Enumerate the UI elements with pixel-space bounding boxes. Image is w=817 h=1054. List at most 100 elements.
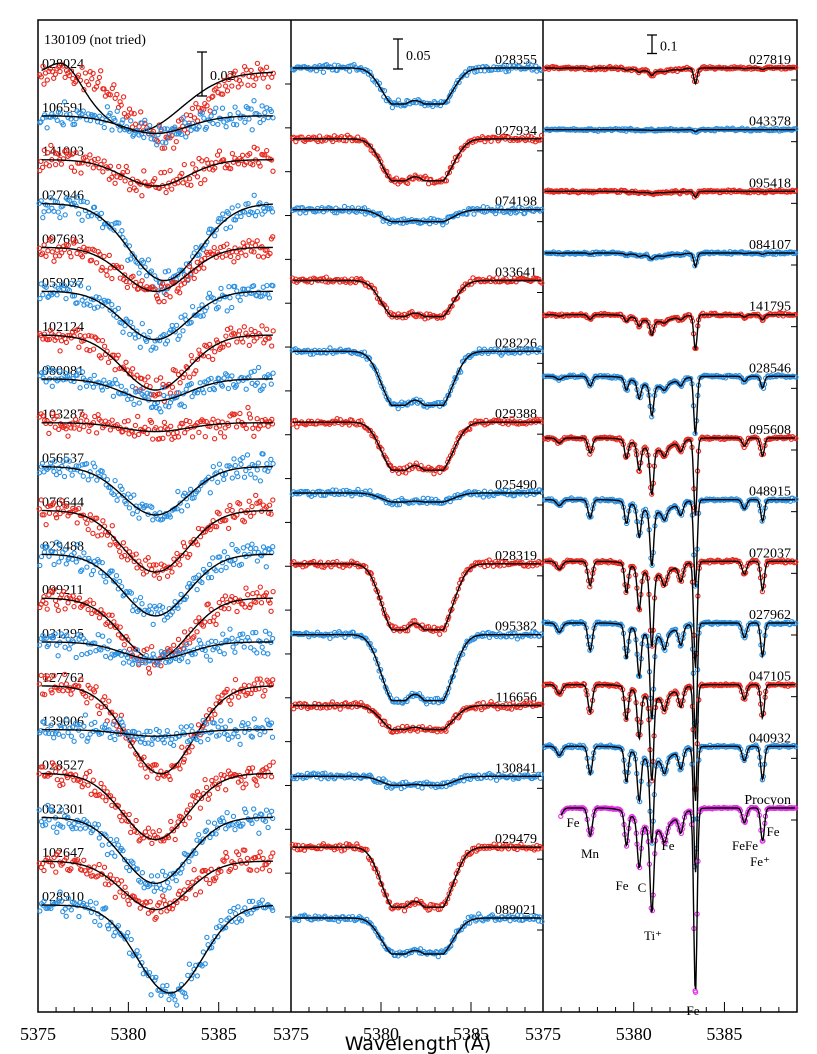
data-point	[240, 339, 246, 345]
spectrum-080081: 080081	[37, 364, 291, 415]
data-point	[122, 322, 128, 329]
data-point	[38, 74, 44, 80]
data-point	[111, 82, 117, 88]
data-point	[175, 636, 182, 643]
data-point	[270, 70, 276, 76]
data-point	[114, 174, 120, 180]
data-point	[259, 211, 265, 217]
data-point	[178, 591, 184, 598]
data-point	[250, 590, 256, 597]
data-point	[197, 261, 204, 267]
data-point	[221, 476, 227, 483]
data-point	[136, 400, 142, 406]
data-point	[107, 307, 113, 313]
data-point	[160, 435, 166, 441]
data-point	[63, 561, 69, 567]
data-point	[90, 567, 97, 574]
data-point	[216, 461, 223, 467]
data-point	[101, 785, 107, 791]
data-point	[92, 334, 98, 340]
data-point	[40, 214, 46, 221]
data-point	[270, 850, 276, 856]
data-point	[211, 244, 217, 251]
data-point	[210, 356, 216, 363]
data-point	[99, 264, 105, 271]
data-point	[109, 174, 115, 180]
data-point	[65, 513, 71, 519]
data-point	[101, 864, 108, 870]
data-point	[96, 295, 102, 301]
data-point	[228, 325, 234, 331]
data-point	[251, 681, 257, 687]
data-point	[85, 477, 91, 483]
data-point	[40, 375, 46, 381]
data-point	[217, 648, 223, 655]
data-point	[223, 252, 229, 258]
data-point	[149, 840, 155, 847]
data-point	[215, 785, 221, 792]
data-point	[55, 607, 61, 614]
data-point	[79, 733, 85, 739]
data-point	[119, 172, 125, 178]
data-point	[125, 491, 131, 497]
data-point	[165, 134, 172, 140]
data-point	[201, 115, 207, 121]
data-point	[131, 433, 138, 439]
data-point	[266, 465, 273, 471]
data-point	[51, 468, 57, 475]
data-point	[214, 611, 221, 617]
data-point	[128, 256, 134, 262]
data-point	[187, 486, 194, 492]
data-point	[251, 433, 257, 439]
data-point	[241, 682, 248, 688]
data-point	[53, 869, 59, 875]
data-point	[258, 600, 265, 606]
data-point	[202, 433, 208, 440]
data-point	[259, 866, 265, 872]
data-point	[260, 451, 266, 457]
data-point	[148, 992, 154, 998]
data-point	[36, 245, 43, 251]
data-point	[120, 660, 127, 666]
data-point	[203, 124, 210, 131]
data-point	[256, 830, 262, 836]
data-point	[241, 644, 247, 650]
data-point	[138, 386, 144, 393]
data-point	[125, 257, 131, 263]
data-point	[168, 423, 174, 429]
data-point	[104, 851, 111, 858]
data-point	[136, 333, 142, 340]
data-point	[93, 430, 100, 436]
data-point	[228, 701, 234, 707]
data-point	[118, 383, 124, 389]
data-point	[137, 594, 144, 601]
data-point	[186, 176, 193, 182]
data-point	[248, 369, 254, 375]
data-point	[118, 878, 125, 884]
data-point	[266, 335, 272, 341]
spectrum-141003: 141003	[37, 142, 291, 199]
data-point	[96, 835, 102, 841]
data-point	[224, 372, 230, 378]
data-point	[249, 541, 255, 547]
data-point	[172, 124, 178, 130]
data-point	[58, 554, 65, 561]
data-point	[224, 854, 230, 860]
data-point	[242, 604, 248, 610]
data-point	[90, 70, 96, 77]
data-point	[36, 506, 42, 512]
data-point	[251, 716, 257, 722]
data-point	[172, 329, 178, 335]
data-point	[229, 541, 235, 548]
data-point	[257, 478, 264, 484]
data-point	[65, 600, 71, 606]
data-point	[97, 251, 103, 257]
data-point	[145, 257, 152, 263]
data-point	[215, 418, 221, 424]
data-point	[205, 819, 212, 825]
data-point	[125, 418, 131, 424]
data-point	[159, 868, 166, 874]
data-point	[188, 182, 194, 188]
data-point	[161, 126, 168, 132]
data-point	[134, 372, 140, 378]
